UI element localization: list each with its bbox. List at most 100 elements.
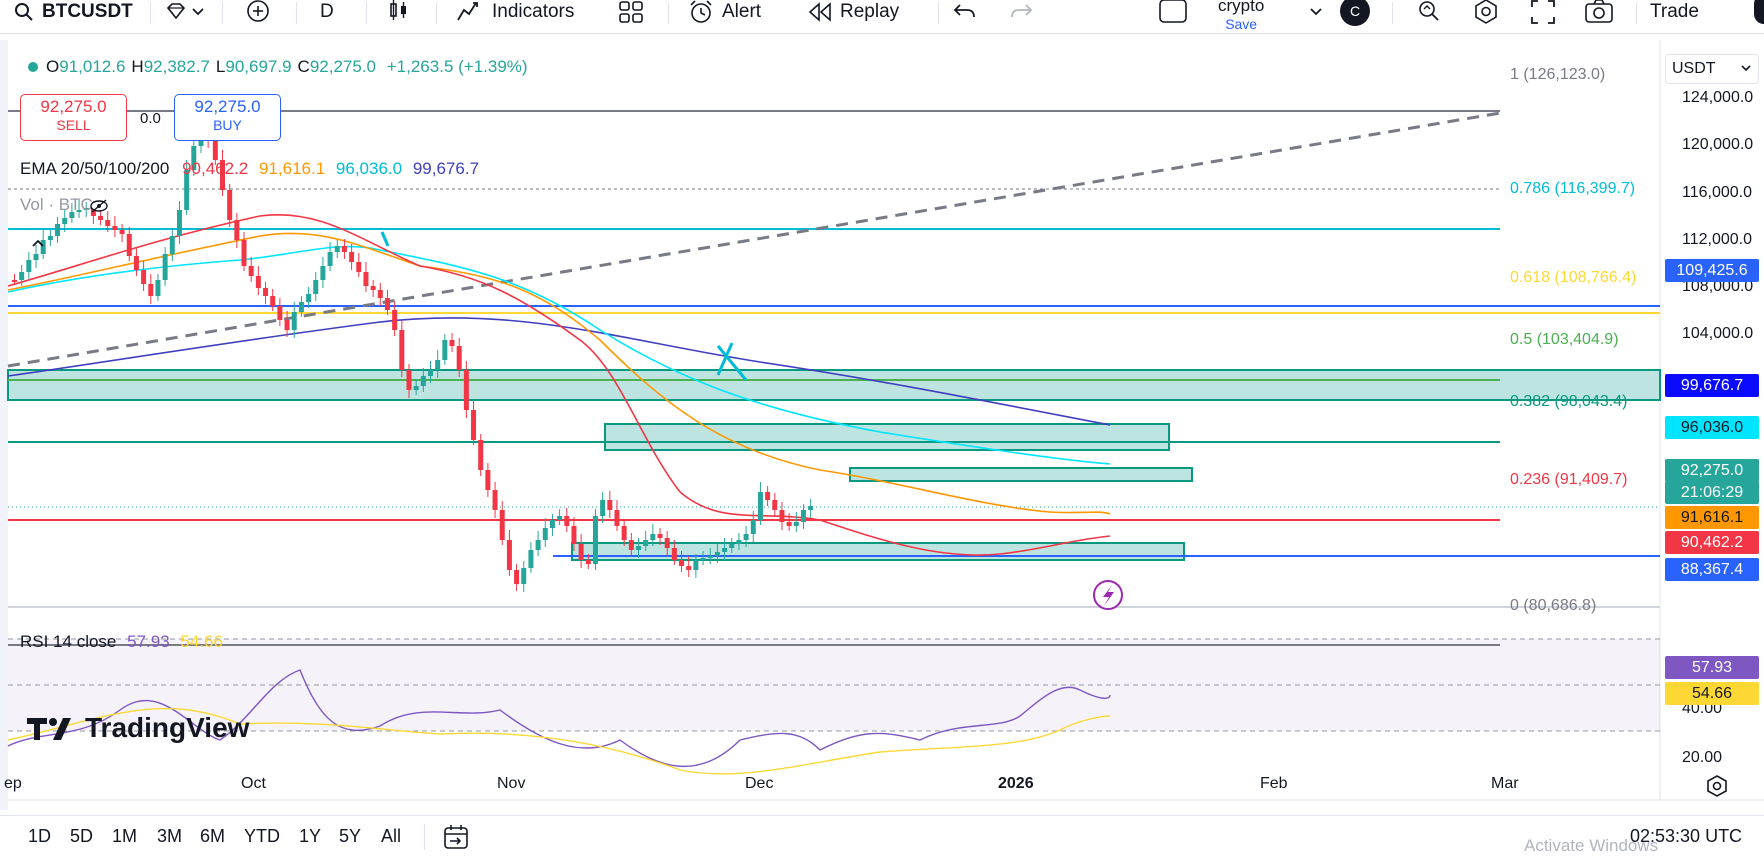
candle[interactable] bbox=[772, 500, 778, 510]
candle[interactable] bbox=[714, 552, 720, 556]
candle[interactable] bbox=[320, 266, 326, 280]
candle[interactable] bbox=[270, 296, 276, 306]
candle[interactable] bbox=[363, 272, 369, 286]
candle[interactable] bbox=[263, 288, 269, 296]
candle[interactable] bbox=[413, 386, 419, 390]
candle[interactable] bbox=[686, 566, 692, 570]
candle[interactable] bbox=[535, 540, 541, 550]
candle[interactable] bbox=[521, 568, 527, 584]
range-ytd[interactable]: YTD bbox=[244, 826, 280, 846]
layout-button[interactable] bbox=[1158, 0, 1188, 24]
candle[interactable] bbox=[334, 246, 340, 252]
candle[interactable] bbox=[800, 510, 806, 522]
trade-button[interactable]: Trade bbox=[1650, 1, 1699, 22]
zone-91k-92k[interactable] bbox=[849, 467, 1193, 482]
zone-98k-100k[interactable] bbox=[7, 369, 1661, 401]
price-tag-ema50[interactable]: 91,616.1 bbox=[1665, 506, 1759, 529]
candle[interactable] bbox=[578, 544, 584, 560]
candle[interactable] bbox=[55, 224, 61, 236]
candle[interactable] bbox=[564, 516, 570, 526]
candle[interactable] bbox=[198, 136, 204, 146]
price-tag-rsi[interactable]: 57.93 bbox=[1665, 656, 1759, 679]
interval-button[interactable]: D bbox=[320, 1, 334, 22]
candle[interactable] bbox=[607, 500, 613, 510]
candle[interactable] bbox=[671, 548, 677, 560]
indicators-button[interactable]: Indicators bbox=[456, 0, 574, 24]
candle[interactable] bbox=[643, 540, 649, 546]
alert-button[interactable]: Alert bbox=[688, 0, 761, 24]
candle[interactable] bbox=[528, 550, 534, 568]
candle[interactable] bbox=[492, 490, 498, 510]
candle[interactable] bbox=[126, 234, 132, 256]
candle[interactable] bbox=[628, 540, 634, 550]
candle[interactable] bbox=[384, 298, 390, 310]
candle[interactable] bbox=[765, 492, 771, 500]
candle[interactable] bbox=[220, 160, 226, 190]
candle[interactable] bbox=[406, 370, 412, 390]
candle[interactable] bbox=[162, 254, 168, 280]
candle[interactable] bbox=[298, 302, 304, 312]
candle[interactable] bbox=[306, 294, 312, 302]
candle[interactable] bbox=[26, 260, 32, 272]
candle[interactable] bbox=[83, 208, 89, 210]
ema100-line[interactable] bbox=[7, 245, 1111, 465]
candle[interactable] bbox=[592, 516, 598, 564]
rsi-legend[interactable]: RSI 14 close 57.93 54.66 bbox=[20, 632, 223, 652]
candle[interactable] bbox=[736, 540, 742, 544]
layout-save-control[interactable]: crypto Save bbox=[1218, 0, 1264, 32]
price-tag-109k[interactable]: 109,425.6 bbox=[1665, 259, 1759, 282]
candle[interactable] bbox=[463, 370, 469, 410]
candle[interactable] bbox=[757, 492, 763, 520]
candle[interactable] bbox=[557, 516, 563, 520]
range-5d[interactable]: 5D bbox=[70, 826, 94, 846]
price-tag-ema100[interactable]: 96,036.0 bbox=[1665, 416, 1759, 439]
candle[interactable] bbox=[119, 230, 125, 234]
cross-marker-small[interactable] bbox=[380, 231, 390, 247]
candle[interactable] bbox=[141, 270, 147, 284]
candle[interactable] bbox=[478, 440, 484, 470]
candle[interactable] bbox=[657, 534, 663, 538]
price-tag-rsi-ma[interactable]: 54.66 bbox=[1665, 682, 1759, 705]
candle[interactable] bbox=[636, 546, 642, 550]
symbol-search[interactable]: BTCUSDT bbox=[14, 0, 133, 24]
candle[interactable] bbox=[679, 560, 685, 566]
redo-button[interactable] bbox=[1008, 0, 1034, 24]
candle[interactable] bbox=[420, 376, 426, 386]
candle[interactable] bbox=[370, 286, 376, 290]
currency-selector[interactable]: USDT bbox=[1665, 54, 1759, 84]
candle[interactable] bbox=[722, 548, 728, 552]
candle[interactable] bbox=[255, 276, 261, 288]
sell-button[interactable]: 92,275.0 SELL bbox=[20, 94, 127, 141]
candle[interactable] bbox=[62, 218, 68, 224]
candle[interactable] bbox=[650, 534, 656, 540]
candle[interactable] bbox=[98, 216, 104, 220]
rsi-line[interactable] bbox=[7, 669, 1111, 768]
candles[interactable] bbox=[12, 128, 814, 592]
quick-search-button[interactable] bbox=[1416, 0, 1444, 24]
candle[interactable] bbox=[693, 560, 699, 570]
undo-button[interactable] bbox=[952, 0, 978, 24]
range-1d[interactable]: 1D bbox=[28, 826, 52, 846]
candle[interactable] bbox=[456, 346, 462, 370]
range-all[interactable]: All bbox=[381, 826, 402, 846]
utc-clock[interactable]: 02:53:30 UTC bbox=[1630, 826, 1743, 846]
range-3m[interactable]: 3M bbox=[157, 826, 183, 846]
price-tag-ema20[interactable]: 90,462.2 bbox=[1665, 531, 1759, 554]
candle[interactable] bbox=[47, 236, 53, 240]
candle[interactable] bbox=[241, 240, 247, 266]
templates-button[interactable] bbox=[618, 0, 644, 24]
candle[interactable] bbox=[793, 522, 799, 526]
candle[interactable] bbox=[399, 330, 405, 370]
fullscreen-button[interactable] bbox=[1530, 0, 1556, 24]
candle[interactable] bbox=[277, 306, 283, 320]
layout-menu-button[interactable] bbox=[1308, 0, 1324, 24]
symbol-type-menu[interactable] bbox=[165, 0, 205, 24]
candle[interactable] bbox=[234, 220, 240, 240]
candle[interactable] bbox=[284, 320, 290, 330]
candle[interactable] bbox=[600, 500, 606, 516]
settings-button[interactable] bbox=[1472, 0, 1500, 24]
candle[interactable] bbox=[33, 254, 39, 260]
zone-85k-86k[interactable] bbox=[571, 542, 1185, 561]
price-tag-88k[interactable]: 88,367.4 bbox=[1665, 558, 1759, 581]
candle[interactable] bbox=[621, 526, 627, 540]
